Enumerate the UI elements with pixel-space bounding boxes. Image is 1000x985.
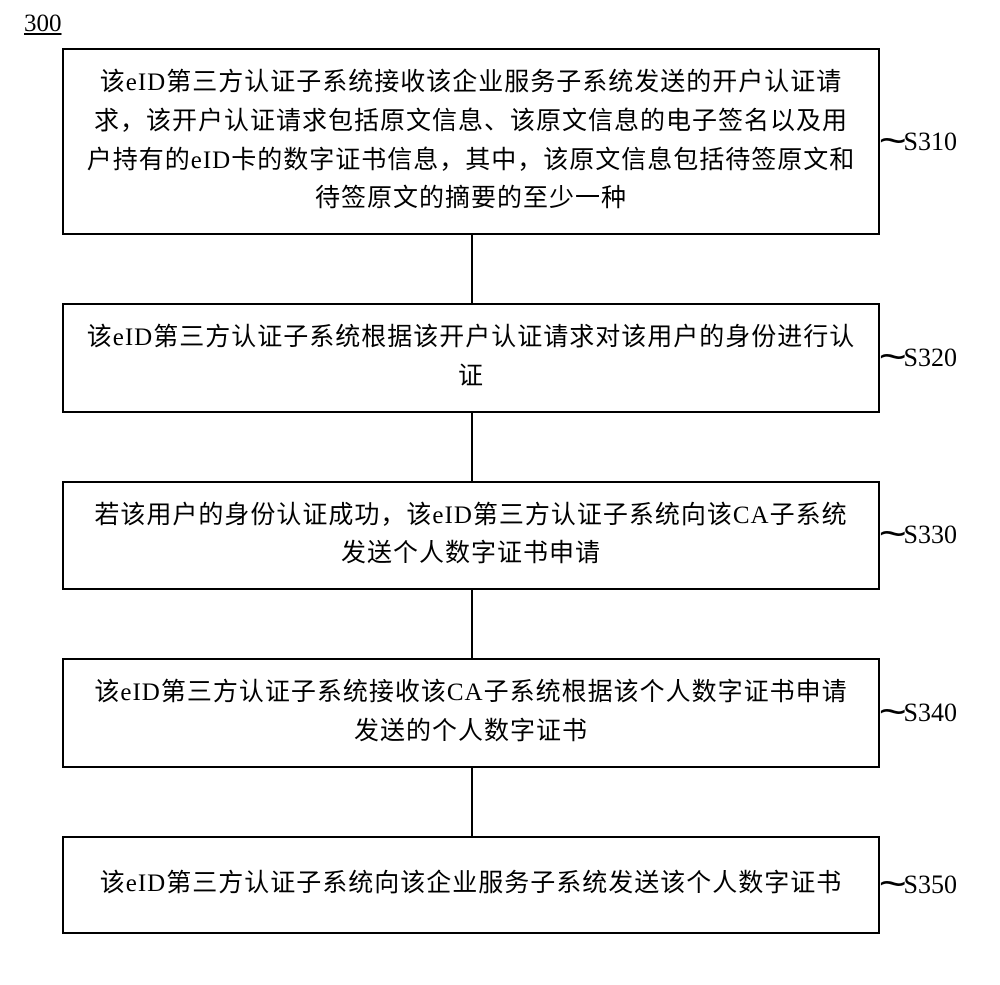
connector-tilde-icon: ~ — [879, 691, 907, 735]
flow-node-label-wrap: ~S340 — [884, 696, 957, 730]
flow-node-text: 该eID第三方认证子系统接收该企业服务子系统发送的开户认证请求，该开户认证请求包… — [82, 64, 860, 219]
flow-node-box: 该eID第三方认证子系统根据该开户认证请求对该用户的身份进行认证 — [62, 303, 880, 413]
figure-number: 300 — [24, 10, 62, 38]
flow-step-s330: 若该用户的身份认证成功，该eID第三方认证子系统向该CA子系统发送个人数字证书申… — [62, 481, 962, 591]
flow-node-text: 若该用户的身份认证成功，该eID第三方认证子系统向该CA子系统发送个人数字证书申… — [82, 497, 860, 575]
flow-node-box: 该eID第三方认证子系统向该企业服务子系统发送该个人数字证书 — [62, 836, 880, 934]
flow-node-label: S350 — [904, 870, 957, 900]
flow-connector — [471, 590, 473, 658]
flow-node-label: S340 — [904, 698, 957, 728]
flow-step-s310: 该eID第三方认证子系统接收该企业服务子系统发送的开户认证请求，该开户认证请求包… — [62, 48, 962, 235]
connector-tilde-icon: ~ — [879, 119, 907, 163]
flow-connector — [471, 413, 473, 481]
flow-node-text: 该eID第三方认证子系统根据该开户认证请求对该用户的身份进行认证 — [82, 319, 860, 397]
flow-node-label: S310 — [904, 127, 957, 157]
flow-node-label-wrap: ~S320 — [884, 341, 957, 375]
flow-node-text: 该eID第三方认证子系统向该企业服务子系统发送该个人数字证书 — [100, 865, 842, 904]
flow-node-box: 该eID第三方认证子系统接收该CA子系统根据该个人数字证书申请发送的个人数字证书 — [62, 658, 880, 768]
flow-step-s350: 该eID第三方认证子系统向该企业服务子系统发送该个人数字证书 ~S350 — [62, 836, 962, 934]
flow-step-s320: 该eID第三方认证子系统根据该开户认证请求对该用户的身份进行认证 ~S320 — [62, 303, 962, 413]
connector-tilde-icon: ~ — [879, 513, 907, 557]
flow-node-label: S320 — [904, 343, 957, 373]
flow-node-box: 该eID第三方认证子系统接收该企业服务子系统发送的开户认证请求，该开户认证请求包… — [62, 48, 880, 235]
flow-node-label-wrap: ~S310 — [884, 125, 957, 159]
connector-tilde-icon: ~ — [879, 336, 907, 380]
flow-node-label: S330 — [904, 520, 957, 550]
flow-step-s340: 该eID第三方认证子系统接收该CA子系统根据该个人数字证书申请发送的个人数字证书… — [62, 658, 962, 768]
flow-node-label-wrap: ~S330 — [884, 518, 957, 552]
flow-node-box: 若该用户的身份认证成功，该eID第三方认证子系统向该CA子系统发送个人数字证书申… — [62, 481, 880, 591]
flow-connector — [471, 768, 473, 836]
flowchart-container: 该eID第三方认证子系统接收该企业服务子系统发送的开户认证请求，该开户认证请求包… — [62, 48, 962, 934]
flow-connector — [471, 235, 473, 303]
flow-node-label-wrap: ~S350 — [884, 868, 957, 902]
connector-tilde-icon: ~ — [879, 862, 907, 906]
flow-node-text: 该eID第三方认证子系统接收该CA子系统根据该个人数字证书申请发送的个人数字证书 — [82, 674, 860, 752]
